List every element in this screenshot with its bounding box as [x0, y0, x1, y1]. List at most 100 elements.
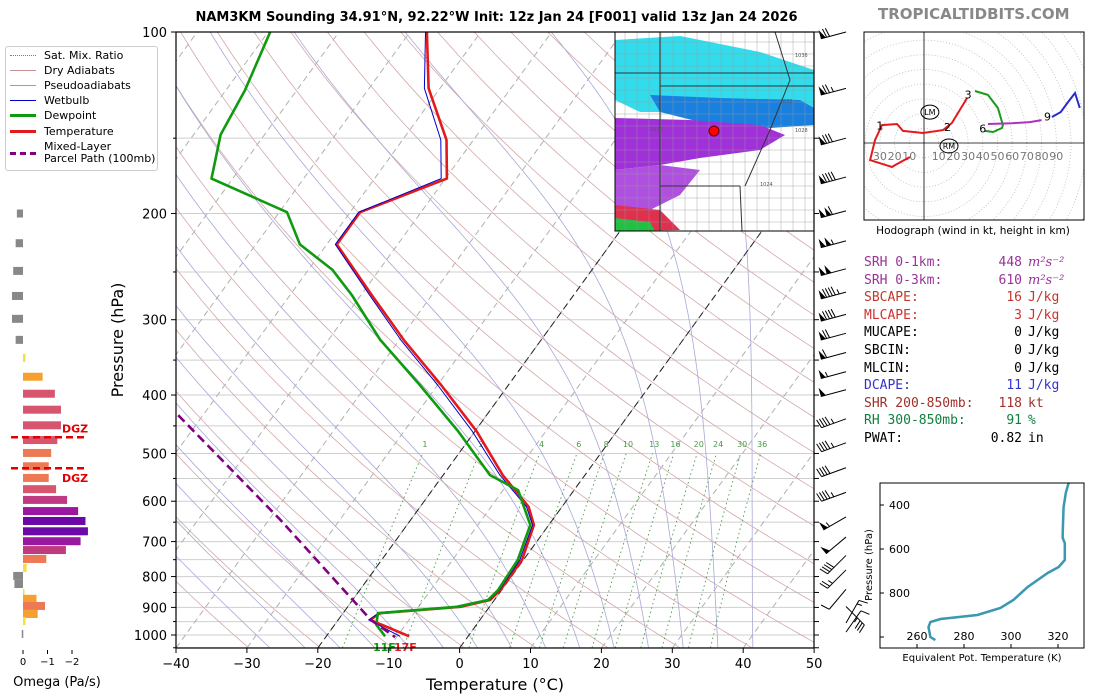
hodograph-segment-6-9-km [987, 119, 1042, 125]
stat-value: 118 [998, 395, 1022, 411]
stat-unit: J/kg [1028, 360, 1060, 376]
stat-value: 0 [1014, 342, 1022, 358]
wind-barb [818, 84, 847, 96]
map-content: 1036 1032 1028 1028 1024 [615, 32, 814, 231]
x-tick-label: 10 [522, 657, 539, 672]
omega-bar [11, 291, 23, 300]
isotherm-line [176, 32, 482, 454]
legend-label: Parcel Path (100mb) [44, 152, 156, 165]
stat-value: 0 [1014, 360, 1022, 376]
mixing-ratio-line [688, 453, 742, 648]
barb-full [824, 465, 831, 474]
parcel-swatch [10, 151, 36, 155]
stat-label: SBCIN: [864, 342, 911, 358]
barb-full [821, 85, 828, 94]
barb-flag [824, 237, 832, 247]
stat-unit: J/kg [1028, 325, 1060, 341]
storm-motion-label: LM [924, 108, 935, 117]
map-isobar-label: 1028 [650, 127, 663, 133]
barb-shaft [845, 606, 865, 626]
theta-e-profile [927, 482, 1070, 642]
y-axis-label: Pressure (hPa) [108, 283, 127, 398]
hodograph-ring-label: 50 [991, 150, 1005, 163]
omega-bar [23, 527, 88, 536]
barb-flag [818, 387, 826, 397]
stat-row: MUCAPE: 0 J/kg [864, 325, 1094, 343]
wind-barb [818, 308, 847, 322]
barb-full [856, 622, 863, 631]
x-tick-label: −10 [375, 657, 402, 672]
stat-unit: kt [1028, 395, 1044, 411]
stat-value: 0.82 [990, 430, 1022, 446]
stat-label: PWAT: [864, 430, 904, 446]
theta-e-y-tick-label: 800 [889, 587, 910, 600]
pseudoadiabat-line [176, 402, 410, 648]
reference-isotherm-line [459, 158, 814, 648]
barb-flag [818, 331, 826, 341]
theta-e-y-tick-label: 400 [889, 499, 910, 512]
barb-full [824, 329, 831, 338]
omega-bar [23, 389, 55, 398]
mixed-precip-area [615, 118, 785, 170]
barb-full [819, 492, 825, 501]
omega-bar [23, 421, 61, 430]
dry-adiabat-line [400, 32, 814, 383]
omega-bar [23, 495, 68, 504]
stat-label: SRH 0-1km: [864, 255, 943, 270]
hodograph-segment-0-3-km [868, 97, 968, 169]
stat-value: 91 [1006, 413, 1022, 429]
stat-row: MLCAPE: 3 J/kg [864, 308, 1094, 326]
mixing-ratio-label: 13 [649, 440, 659, 449]
stat-row: SRH 0-3km: 610 m²s⁻² [864, 273, 1094, 291]
stat-unit: J/kg [1028, 307, 1060, 323]
wind-barb [816, 490, 847, 502]
stat-label: MLCIN: [864, 360, 911, 376]
mixing-ratio-label: 16 [670, 440, 680, 449]
omega-bar [23, 617, 26, 626]
stat-row: SBCIN: 0 J/kg [864, 343, 1094, 361]
stat-unit: in [1028, 430, 1044, 446]
barb-shaft [827, 569, 847, 589]
omega-tick-label: 0 [20, 657, 26, 668]
legend-item-temperature: Temperature [10, 125, 114, 138]
storm-motion-label: RM [943, 142, 956, 151]
wind-barb [818, 516, 847, 531]
legend-item-dry-adiabats: Dry Adiabats [10, 64, 115, 77]
hodograph-ring-label: 80 [1035, 150, 1049, 163]
hodograph-ring-label: 10 [932, 150, 946, 163]
mixing-ratio-label: 1 [422, 440, 427, 449]
barb-full [830, 171, 836, 181]
dgz-label: DGZ [62, 472, 88, 485]
theta-e-x-tick-label: 280 [954, 630, 975, 643]
hodograph-ring-label: 30 [961, 150, 975, 163]
stat-label: SRH 0-3km: [864, 272, 943, 288]
barb-half [830, 86, 834, 92]
x-tick-label: −40 [162, 657, 189, 672]
barb-full [821, 491, 828, 500]
omega-bar [21, 629, 24, 638]
dry-adiabat-line [176, 267, 609, 648]
x-tick-label: 30 [664, 657, 681, 672]
hodograph-ring-label: 70 [1020, 150, 1034, 163]
hodograph-ring-label: 40 [976, 150, 990, 163]
y-tick-label: 500 [142, 447, 167, 462]
barb-flag [818, 175, 826, 184]
barb-full [827, 287, 833, 296]
omega-bar [14, 579, 23, 588]
dry-adiabat-line [180, 32, 814, 603]
wind-barb [818, 265, 847, 277]
barb-full [821, 349, 828, 358]
mixing-ratio-line [539, 453, 605, 648]
barb-half [854, 617, 858, 623]
stat-unit: J/kg [1028, 342, 1060, 358]
barb-full [821, 134, 828, 144]
legend-item-dewpoint: Dewpoint [10, 109, 96, 122]
barb-full [859, 624, 865, 633]
barb-flag [818, 369, 826, 379]
barb-flag [818, 312, 826, 322]
barb-full [816, 443, 822, 452]
mixing-ratio-line [562, 453, 627, 648]
barb-full [827, 309, 833, 319]
barb-full [821, 466, 828, 475]
pseudoadiabat-line [209, 32, 615, 648]
